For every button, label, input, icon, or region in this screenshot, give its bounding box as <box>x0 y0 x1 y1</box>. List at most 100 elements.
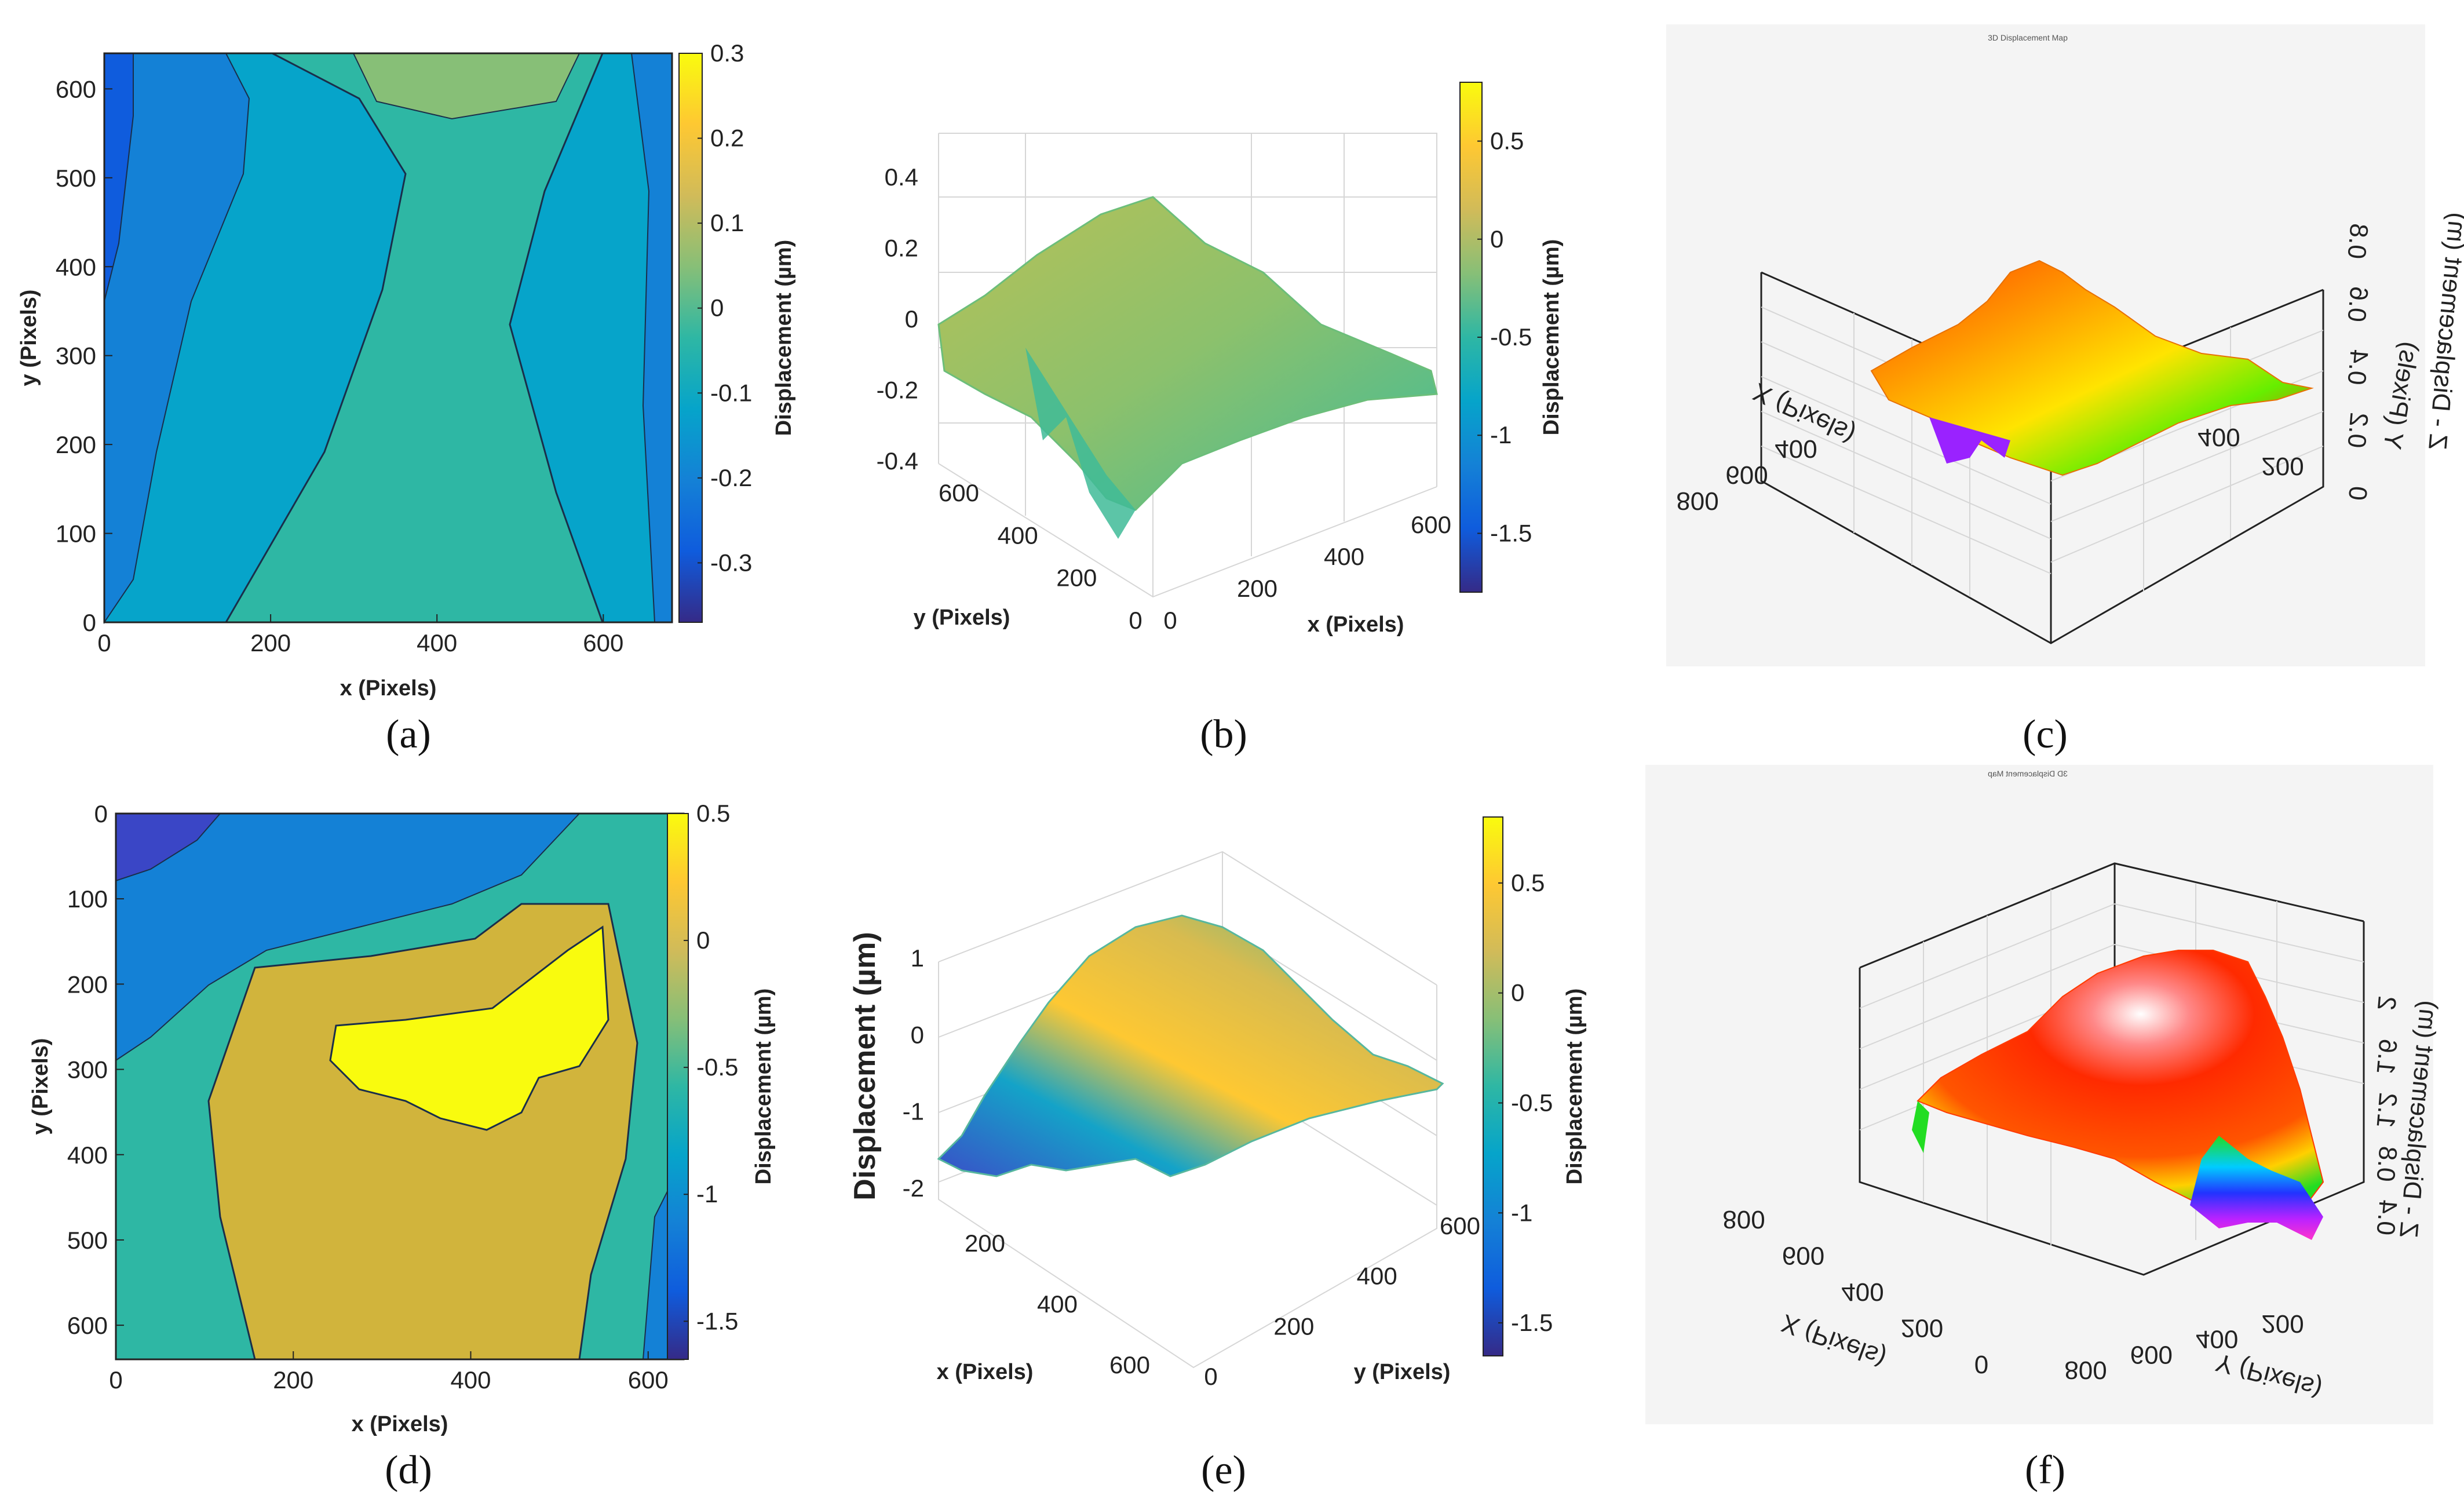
colorbar-e <box>1483 817 1503 1356</box>
x-tick-b-3: 600 <box>1411 511 1451 538</box>
x-tick-c-0: 400 <box>1775 435 1817 463</box>
z-tick-e-3: -2 <box>903 1175 924 1202</box>
colorbar-tick-e-1: 0 <box>1511 979 1524 1006</box>
y-tick-b-2: 200 <box>1056 564 1097 592</box>
colorbar-ticks-b: 0.5 0 -0.5 -1 -1.5 <box>1477 127 1532 547</box>
x-tick-f-4: 800 <box>1722 1205 1765 1234</box>
caption-f: (f) <box>2025 1448 2065 1493</box>
x-tick-e-1: 400 <box>1037 1290 1078 1318</box>
colorbar-tick-b-0: 0.5 <box>1490 127 1524 155</box>
z-ticks-b: 0.4 0.2 0 -0.2 -0.4 <box>877 163 918 475</box>
x-tick-d-3: 600 <box>628 1366 669 1394</box>
y-tick-a-5: 500 <box>56 165 96 192</box>
colorbar-label-a: Displacement (µm) <box>772 240 796 436</box>
y-tick-a-0: 0 <box>83 609 96 636</box>
colorbar-d <box>667 814 688 1359</box>
y-tick-c-1: 400 <box>2197 423 2240 451</box>
y-tick-c-0: 200 <box>2261 452 2304 480</box>
z-tick-f-1: 0.8 <box>2371 1145 2402 1183</box>
x-tick-f-3: 600 <box>1782 1242 1824 1270</box>
x-tick-d-2: 400 <box>450 1366 491 1394</box>
surface-e <box>939 916 1443 1176</box>
z-axis-label-c: Z - Displacement (m) <box>2423 211 2464 451</box>
y-tick-b-0: 600 <box>939 479 979 506</box>
x-tick-b-2: 400 <box>1324 543 1364 570</box>
colorbar-tick-a-2: 0.1 <box>710 209 744 236</box>
y-tick-f-3: 800 <box>2064 1356 2107 1384</box>
z-tick-e-0: 1 <box>911 944 924 972</box>
figure-canvas: 0 200 400 600 0100200300400500600 x (Pixels… <box>0 0 2464 1510</box>
panel-c: 3D Displacement Map 400600800 200400 00.… <box>1666 24 2464 757</box>
y-tick-e-0: 0 <box>1204 1363 1217 1390</box>
y-tick-d-4: 400 <box>67 1141 108 1169</box>
x-tick-d-0: 0 <box>109 1366 122 1394</box>
colorbar-tick-d-0: 0.5 <box>696 800 730 827</box>
colorbar-tick-b-4: -1.5 <box>1490 519 1532 546</box>
colorbar-ticks-e: 0.5 0 -0.5 -1 -1.5 <box>1498 869 1553 1336</box>
y-tick-f-0: 200 <box>2261 1310 2304 1338</box>
panel-f: 3D Displacement Map 0200400600800 200400… <box>1645 765 2443 1493</box>
colorbar-tick-e-2: -0.5 <box>1511 1089 1553 1116</box>
y-tick-e-1: 200 <box>1273 1312 1314 1340</box>
z-tick-b-2: 0 <box>905 305 918 333</box>
x-tick-e-0: 200 <box>965 1230 1005 1257</box>
title-c: 3D Displacement Map <box>1988 33 2068 42</box>
colorbar-label-e: Displacement (µm) <box>1563 989 1587 1185</box>
colorbar-ticks-a: 0.3 0.2 0.1 0 -0.1 -0.2 -0.3 <box>698 39 752 576</box>
y-tick-e-2: 400 <box>1357 1263 1397 1290</box>
z-ticks-e: 1 0 -1 -2 <box>903 944 924 1202</box>
x-axis-label-e: x (Pixels) <box>937 1360 1034 1384</box>
colorbar-tick-a-1: 0.2 <box>710 125 744 152</box>
y-tick-b-1: 400 <box>998 521 1038 549</box>
panel-a: 0 200 400 600 0 100 200 300 400 500 600 x (Pixels… <box>17 39 796 757</box>
z-tick-f-2: 1.2 <box>2371 1092 2402 1129</box>
surface-b <box>939 197 1437 510</box>
x-tick-f-2: 400 <box>1841 1278 1883 1306</box>
colorbar-tick-b-2: -0.5 <box>1490 323 1532 351</box>
y-tick-a-6: 600 <box>56 75 96 103</box>
z-tick-e-1: 0 <box>911 1021 924 1048</box>
y-tick-d-5: 500 <box>67 1227 108 1254</box>
x-tick-a-2: 400 <box>417 629 457 656</box>
colorbar-tick-d-4: -1.5 <box>696 1307 738 1334</box>
colorbar-tick-d-1: 0 <box>696 927 710 954</box>
z-tick-b-4: -0.4 <box>877 447 918 475</box>
x-tick-a-1: 200 <box>250 629 291 656</box>
y-tick-d-0: 0 <box>94 800 108 827</box>
caption-e: (e) <box>1201 1448 1246 1493</box>
y-axis-label-a: y (Pixels) <box>17 290 41 386</box>
panel-d: 0 200 400 600 0100200300400500600 x (Pixels… <box>28 800 776 1493</box>
caption-d: (d) <box>385 1448 432 1493</box>
colorbar-tick-d-2: -0.5 <box>696 1053 738 1081</box>
y-tick-d-1: 100 <box>67 885 108 913</box>
colorbar-tick-a-6: -0.3 <box>710 549 752 576</box>
y-tick-f-2: 600 <box>2130 1340 2173 1369</box>
x-axis-label-d: x (Pixels) <box>352 1412 448 1436</box>
z-tick-f-3: 1.6 <box>2371 1038 2402 1075</box>
y-tick-e-3: 600 <box>1440 1212 1480 1239</box>
x-tick-a-0: 0 <box>97 629 111 656</box>
z-tick-b-3: -0.2 <box>877 377 918 404</box>
colorbar-tick-a-0: 0.3 <box>710 39 744 67</box>
z-tick-c-0: 0 <box>2343 485 2372 502</box>
y-axis-label-b: y (Pixels) <box>914 606 1010 630</box>
colorbar-ticks-d: 0.5 0 -0.5 -1 -1.5 <box>684 800 738 1334</box>
y-tick-a-1: 100 <box>56 520 96 548</box>
colorbar-tick-b-1: 0 <box>1490 225 1503 253</box>
z-tick-f-4: 2 <box>2372 995 2401 1012</box>
colorbar-tick-a-3: 0 <box>710 294 724 322</box>
y-tick-d-3: 300 <box>67 1056 108 1084</box>
z-axis-label-e: Displacement (µm) <box>848 932 882 1200</box>
z-tick-c-3: 0.6 <box>2342 285 2373 323</box>
y-axis-label-e: y (Pixels) <box>1354 1360 1451 1384</box>
colorbar-tick-b-3: -1 <box>1490 421 1512 448</box>
caption-a: (a) <box>386 712 431 757</box>
y-tick-a-4: 400 <box>56 253 96 280</box>
x-tick-d-1: 200 <box>273 1366 313 1394</box>
x-tick-e-2: 600 <box>1109 1351 1150 1378</box>
z-tick-c-4: 0.8 <box>2342 223 2373 260</box>
z-tick-c-1: 0.2 <box>2342 411 2373 449</box>
panel-e: 1 0 -1 -2 200 400 600 0 200 400 600 Displacement… <box>848 817 1587 1493</box>
colorbar-tick-e-4: -1.5 <box>1511 1309 1553 1336</box>
x-ticks-e: 200 400 600 <box>965 1230 1150 1378</box>
